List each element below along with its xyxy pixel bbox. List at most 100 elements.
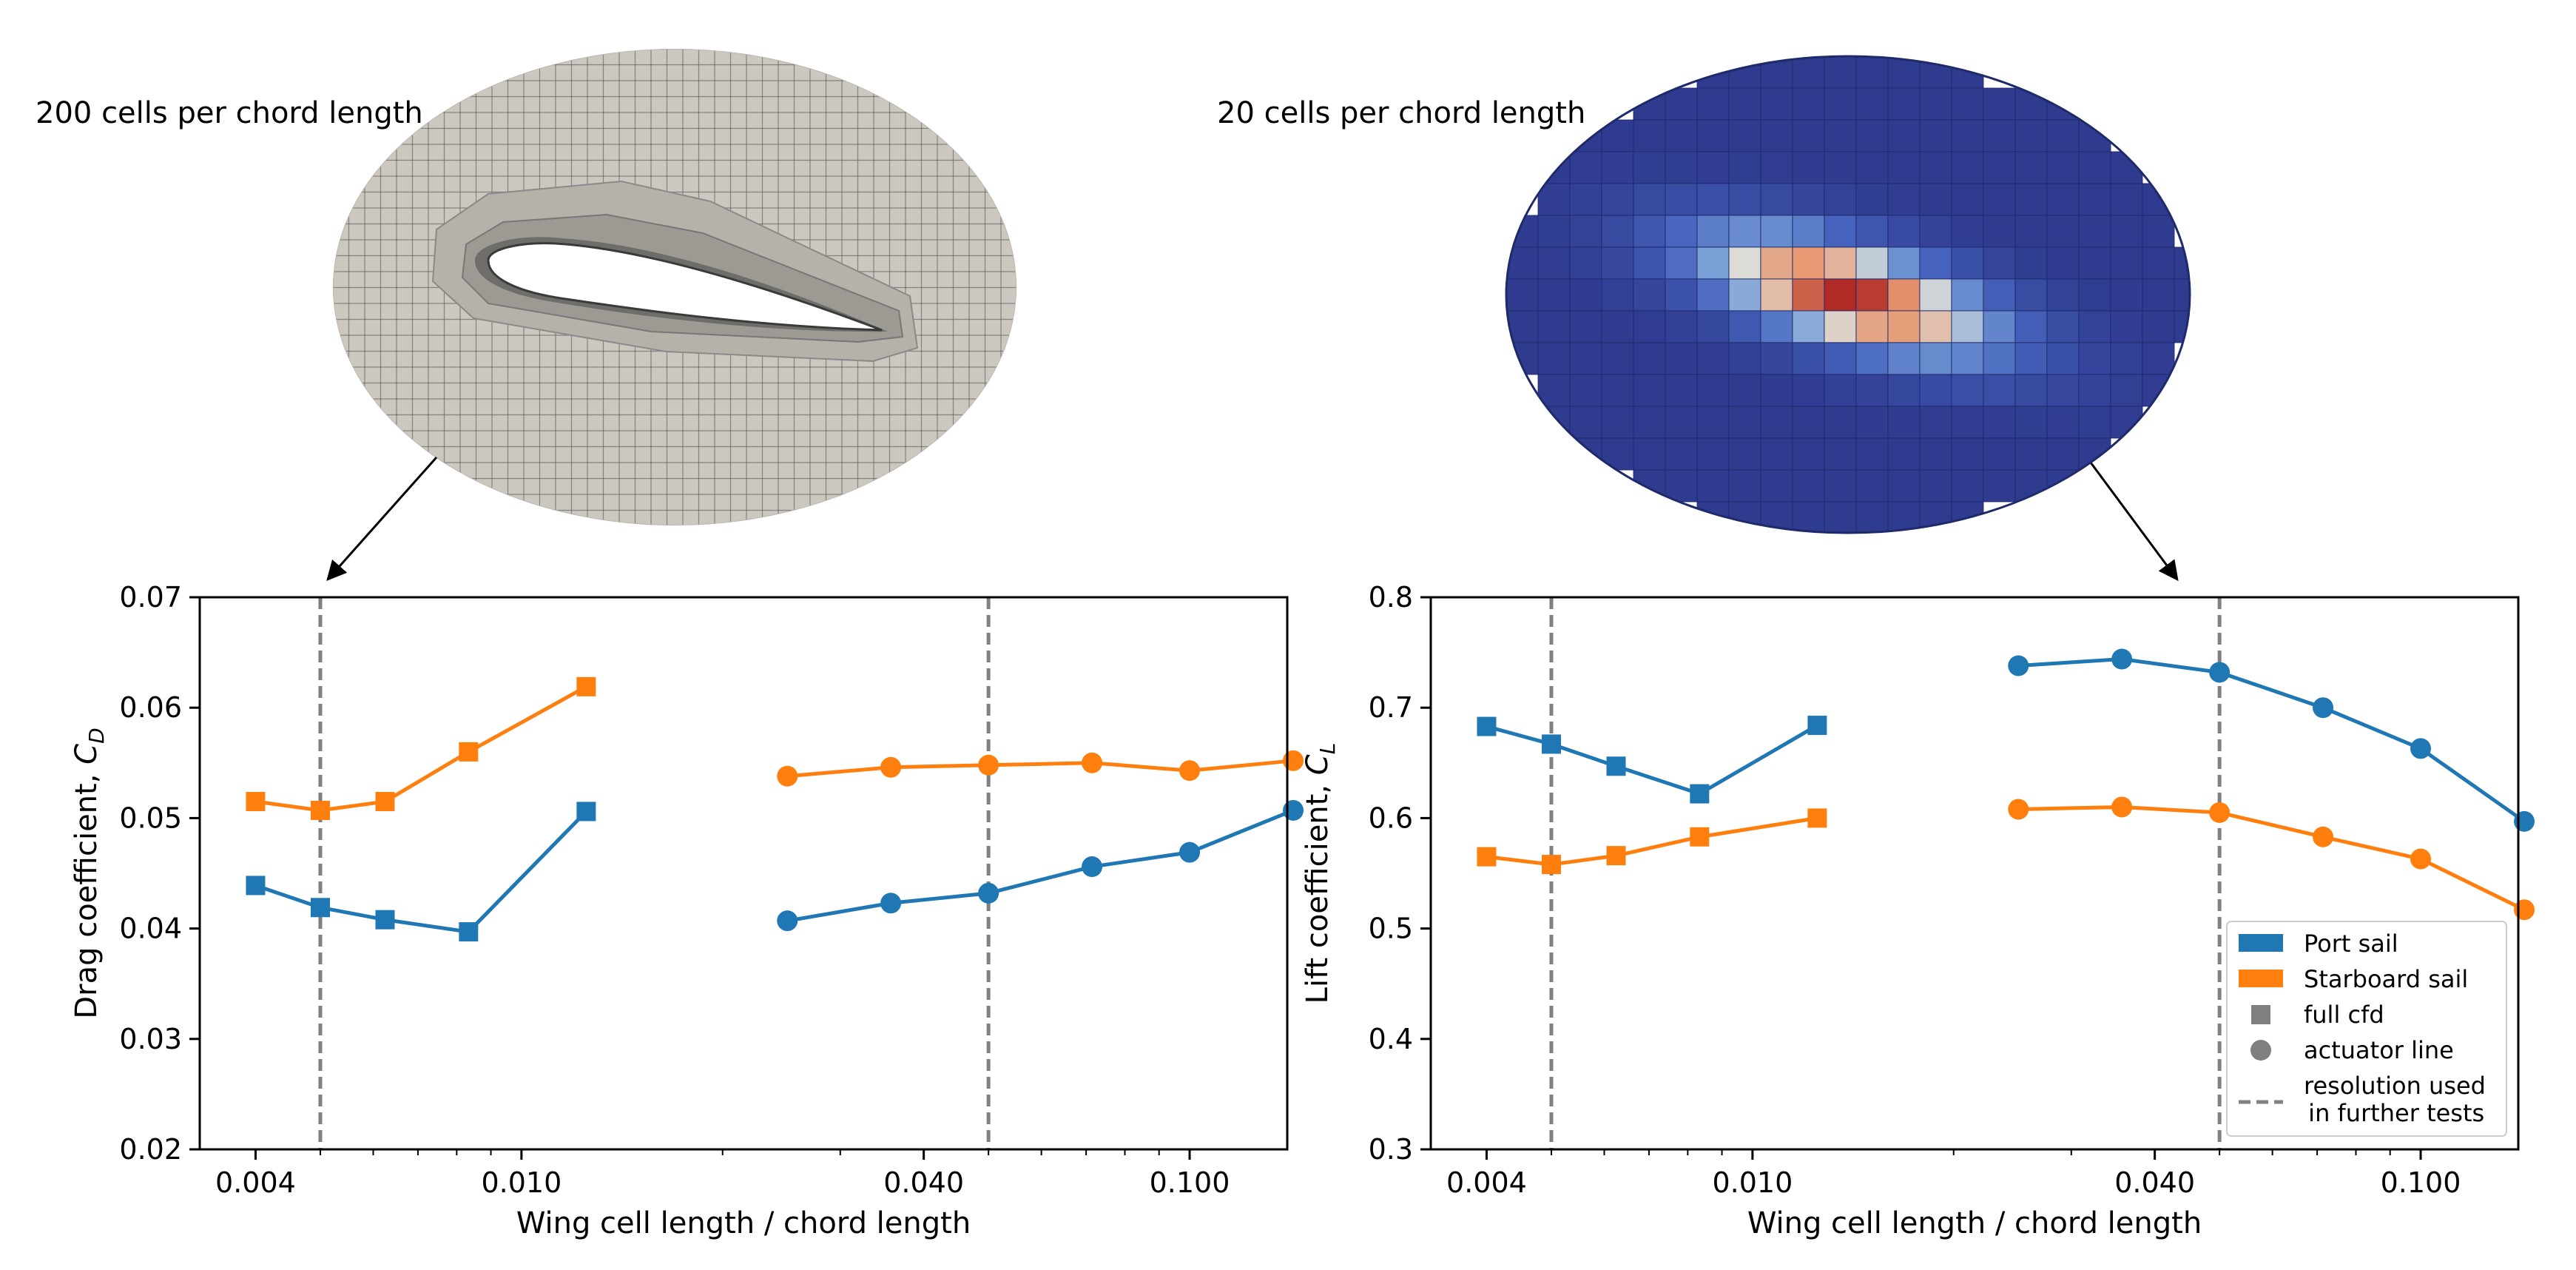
- field-cell: [2014, 310, 2048, 343]
- field-cell: [1569, 374, 1602, 407]
- field-cell: [1633, 87, 1666, 121]
- field-cell: [1537, 151, 1571, 184]
- field-cell: [1919, 215, 1952, 248]
- fine-mesh-caption: 200 cells per chord length: [36, 96, 423, 130]
- field-cell: [2142, 278, 2175, 312]
- field-cell: [1855, 215, 1889, 248]
- field-cell: [2046, 278, 2080, 312]
- field-cell: [1983, 374, 2016, 407]
- field-cell: [1824, 469, 1857, 503]
- field-cell: [1601, 406, 1634, 439]
- field-cell: [1983, 87, 2016, 121]
- data-point-starboard-sail-actuator-line: [1082, 752, 1103, 773]
- x-tick-label: 0.040: [883, 1166, 964, 1199]
- series-line-starboard-sail-actuator-line: [2018, 804, 2526, 912]
- data-point-port-sail-full-cfd: [310, 898, 330, 918]
- y-tick-label: 0.04: [119, 913, 182, 945]
- field-cell: [1537, 310, 1571, 343]
- field-cell: [1633, 469, 1666, 503]
- field-cell: [1633, 342, 1666, 375]
- y-tick-label: 0.07: [119, 581, 182, 614]
- field-cell: [1696, 310, 1730, 343]
- field-cell: [1760, 342, 1793, 375]
- field-cell: [1855, 310, 1889, 343]
- field-cell: [1760, 278, 1793, 312]
- field-cell: [1569, 342, 1602, 375]
- field-cell: [1696, 342, 1730, 375]
- field-cell: [1696, 119, 1730, 152]
- field-cell: [1728, 437, 1761, 471]
- lift-axes-frame: [1429, 596, 2520, 1151]
- data-point-starboard-sail-actuator-line: [2209, 802, 2231, 823]
- field-cell: [1601, 310, 1634, 343]
- y-tick-label: 0.7: [1369, 691, 1413, 724]
- legend-full-cfd-label: full cfd: [2304, 1001, 2384, 1029]
- data-point-port-sail-actuator-line: [2209, 662, 2231, 683]
- field-cell: [1601, 278, 1634, 312]
- field-cell: [1919, 56, 1952, 89]
- y-tick-label: 0.03: [119, 1023, 182, 1055]
- legend-actuator-line-label: actuator line: [2304, 1036, 2454, 1064]
- coarse-mesh-domain-edge: [1505, 55, 2191, 534]
- drag-y-ticks: 0.02 0.03 0.04 0.05 0.06 0.07: [119, 581, 200, 1166]
- field-cell: [1665, 278, 1698, 312]
- field-cell: [1824, 437, 1857, 471]
- lift-resolution-lines: [1549, 597, 2222, 1149]
- field-cell: [1633, 374, 1666, 407]
- field-cell: [1855, 469, 1889, 503]
- field-cell: [1792, 119, 1825, 152]
- field-cell: [1728, 278, 1761, 312]
- field-cell: [1919, 406, 1952, 439]
- field-cell: [1824, 183, 1857, 216]
- field-cell: [2142, 183, 2175, 216]
- field-cell: [1569, 151, 1602, 184]
- field-cell: [2174, 246, 2190, 280]
- series-line-starboard-sail-actuator-line: [787, 759, 1294, 779]
- drag-y-axis-label-subscript: D: [84, 728, 109, 744]
- field-cell: [1983, 183, 2016, 216]
- field-cell: [1951, 215, 1984, 248]
- field-cell: [1855, 56, 1889, 89]
- field-cell: [2078, 406, 2111, 439]
- field-cell: [1665, 437, 1698, 471]
- field-cell: [2014, 406, 2048, 439]
- field-cell: [1760, 374, 1793, 407]
- field-cell: [2014, 183, 2048, 216]
- field-cell: [1537, 406, 1571, 439]
- x-tick-label: 0.010: [481, 1166, 562, 1199]
- data-point-port-sail-full-cfd: [459, 922, 479, 942]
- y-tick-label: 0.4: [1369, 1023, 1413, 1055]
- field-cell: [1696, 151, 1730, 184]
- field-cell: [1760, 119, 1793, 152]
- field-cell: [1633, 183, 1666, 216]
- field-cell: [2046, 183, 2080, 216]
- lift-y-axis-label-text: Lift coefficient,: [1301, 775, 1335, 1004]
- field-cell: [1633, 437, 1666, 471]
- field-cell: [1728, 246, 1761, 280]
- series-line-starboard-sail-full-cfd: [255, 685, 587, 813]
- legend-port-sail-swatch: [2239, 934, 2283, 952]
- field-cell: [1792, 151, 1825, 184]
- field-cell: [1792, 246, 1825, 280]
- field-cell: [2046, 151, 2080, 184]
- field-cell: [2110, 246, 2143, 280]
- airfoil-shape: [487, 242, 883, 332]
- field-cell: [2174, 278, 2190, 312]
- field-cell: [1633, 310, 1666, 343]
- x-tick-label: 0.100: [2381, 1166, 2461, 1199]
- field-cell: [1792, 437, 1825, 471]
- field-cell: [1951, 406, 1984, 439]
- lift-x-axis-label: Wing cell length / chord length: [1747, 1206, 2202, 1240]
- field-cell: [1601, 183, 1634, 216]
- data-point-port-sail-full-cfd: [1690, 784, 1710, 804]
- y-tick-label: 0.05: [119, 802, 182, 834]
- field-cell: [1887, 119, 1921, 152]
- field-cell: [1537, 183, 1571, 216]
- field-cell: [1728, 469, 1761, 503]
- series-line-port-sail-full-cfd: [1486, 723, 1818, 796]
- field-cell: [1760, 183, 1793, 216]
- field-cell: [1633, 278, 1666, 312]
- data-point-port-sail-full-cfd: [1807, 716, 1827, 736]
- field-cell: [1569, 183, 1602, 216]
- field-cell: [1760, 215, 1793, 248]
